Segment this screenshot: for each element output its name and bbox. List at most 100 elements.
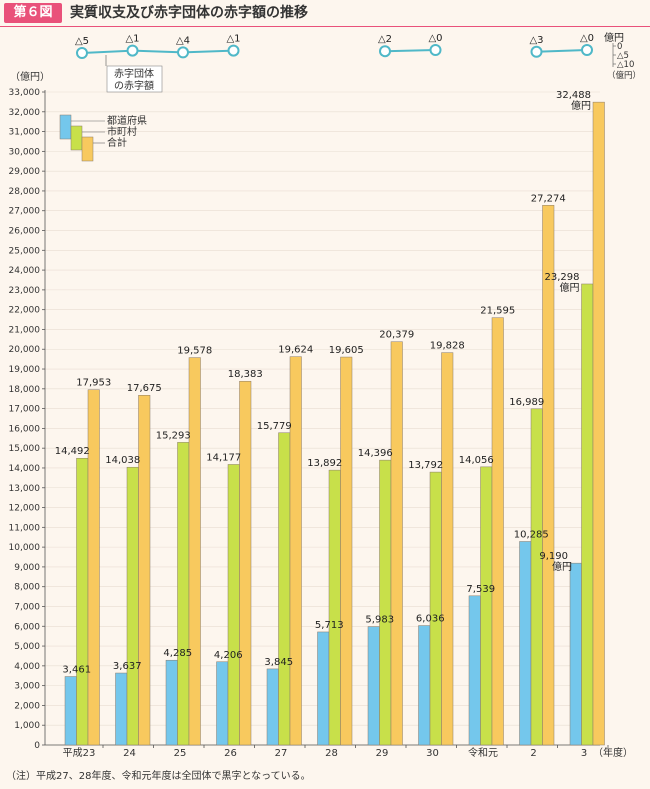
y-tick-label: 24,000 <box>9 266 41 276</box>
bar-municipal <box>227 464 240 746</box>
y-tick-label: 19,000 <box>9 365 41 375</box>
deficit-marker <box>530 45 543 58</box>
data-label: 13,792 <box>408 460 443 471</box>
bar-municipal <box>328 469 341 746</box>
data-label: 4,206 <box>214 650 243 661</box>
y-tick-label: 1,000 <box>14 721 40 731</box>
deficit-axis-label: △10 <box>617 60 634 70</box>
data-label: 15,779 <box>257 421 292 432</box>
deficit-marker <box>126 44 139 57</box>
deficit-marker <box>581 44 593 56</box>
deficit-label: △5 <box>75 36 89 47</box>
data-label-unit: 億円 <box>571 99 591 112</box>
data-label: 19,605 <box>329 345 364 356</box>
bar-total <box>542 205 555 746</box>
y-axis-title: （億円） <box>10 70 50 83</box>
x-tick-label: 24 <box>123 748 136 759</box>
data-label: 13,892 <box>307 458 342 469</box>
figure-header: 第６図 実質収支及び赤字団体の赤字額の推移 <box>0 0 650 26</box>
y-tick-label: 28,000 <box>9 187 41 197</box>
data-label: 14,492 <box>55 446 90 457</box>
x-tick-label: 令和元 <box>468 746 498 759</box>
data-label: 15,293 <box>156 430 191 441</box>
x-tick-label: 30 <box>426 748 439 759</box>
deficit-marker <box>379 45 391 58</box>
y-tick-label: 20,000 <box>9 345 41 355</box>
deficit-label: △3 <box>529 35 543 46</box>
deficit-line-segment <box>132 49 184 54</box>
y-tick-label: 4,000 <box>14 662 40 672</box>
data-label: 6,036 <box>416 614 445 625</box>
deficit-unit: 億円 <box>604 31 624 44</box>
deficit-label: △1 <box>226 34 240 45</box>
y-tick-label: 25,000 <box>9 246 41 256</box>
data-label: 19,578 <box>177 346 212 357</box>
y-tick-label: 29,000 <box>9 167 41 177</box>
y-tick-label: 9,000 <box>14 563 40 573</box>
deficit-marker <box>429 44 442 56</box>
bar-prefecture <box>468 595 481 746</box>
deficit-legend-box <box>106 65 163 93</box>
data-label: 16,989 <box>509 397 544 408</box>
x-tick-label: 25 <box>174 748 187 759</box>
deficit-label: △0 <box>580 33 594 44</box>
footnote: （注）平成27、28年度、令和元年度は全団体で黒字となっている。 <box>6 771 311 782</box>
bar-municipal <box>76 457 89 746</box>
y-tick-label: 33,000 <box>9 88 41 98</box>
bar-municipal <box>581 283 594 746</box>
y-tick-label: 2,000 <box>14 701 40 711</box>
deficit-label: △1 <box>125 34 139 45</box>
y-tick-label: 8,000 <box>14 583 40 593</box>
deficit-line-segment <box>384 49 436 53</box>
deficit-label: △0 <box>428 33 442 44</box>
legend-label: 都道府県 <box>107 114 147 127</box>
deficit-marker <box>177 46 189 59</box>
bar-municipal <box>429 471 442 746</box>
bar-total <box>138 394 151 746</box>
data-label: 3,461 <box>62 665 91 676</box>
data-label: 7,539 <box>466 584 495 595</box>
chart-title: 実質収支及び赤字団体の赤字額の推移 <box>70 5 308 21</box>
deficit-line-segment <box>81 49 133 54</box>
legend-swatch <box>81 136 94 162</box>
y-tick-label: 13,000 <box>9 484 41 494</box>
header-divider <box>0 26 650 27</box>
data-label: 23,298 <box>545 272 580 283</box>
data-label: 14,038 <box>105 455 140 466</box>
y-tick-label: 0 <box>34 741 40 751</box>
bar-prefecture <box>216 661 229 746</box>
legend-swatch <box>59 114 72 140</box>
y-tick-label: 7,000 <box>14 602 40 612</box>
data-label: 14,177 <box>206 452 241 463</box>
y-tick-label: 16,000 <box>9 424 41 434</box>
bar-municipal <box>177 442 190 746</box>
deficit-axis-unit: （億円） <box>607 70 641 81</box>
bar-municipal <box>379 459 392 746</box>
deficit-label: △2 <box>378 34 392 45</box>
bar-municipal <box>480 466 493 746</box>
x-tick-label: 27 <box>275 748 288 759</box>
y-tick-label: 12,000 <box>9 504 41 514</box>
data-label: 17,953 <box>76 378 111 389</box>
bar-municipal <box>278 432 291 746</box>
bar-prefecture <box>519 541 532 746</box>
y-tick-label: 6,000 <box>14 622 40 632</box>
bar-total <box>390 341 403 746</box>
data-label: 20,379 <box>379 330 414 341</box>
data-label: 19,828 <box>430 341 465 352</box>
bar-total <box>592 101 605 746</box>
bar-prefecture <box>165 659 178 746</box>
x-tick-label: 26 <box>224 748 237 759</box>
data-label: 17,675 <box>127 383 162 394</box>
data-label-unit: 億円 <box>552 560 572 573</box>
y-tick-label: 30,000 <box>9 147 41 157</box>
deficit-label: △4 <box>176 35 190 46</box>
x-axis-title: （年度） <box>593 746 633 759</box>
deficit-line-segment <box>536 49 588 53</box>
y-tick-label: 21,000 <box>9 325 41 335</box>
data-label-unit: 億円 <box>560 281 580 294</box>
y-tick-label: 27,000 <box>9 207 41 217</box>
data-label: 4,285 <box>163 648 192 659</box>
y-tick-label: 5,000 <box>14 642 40 652</box>
data-label: 18,383 <box>228 369 263 380</box>
